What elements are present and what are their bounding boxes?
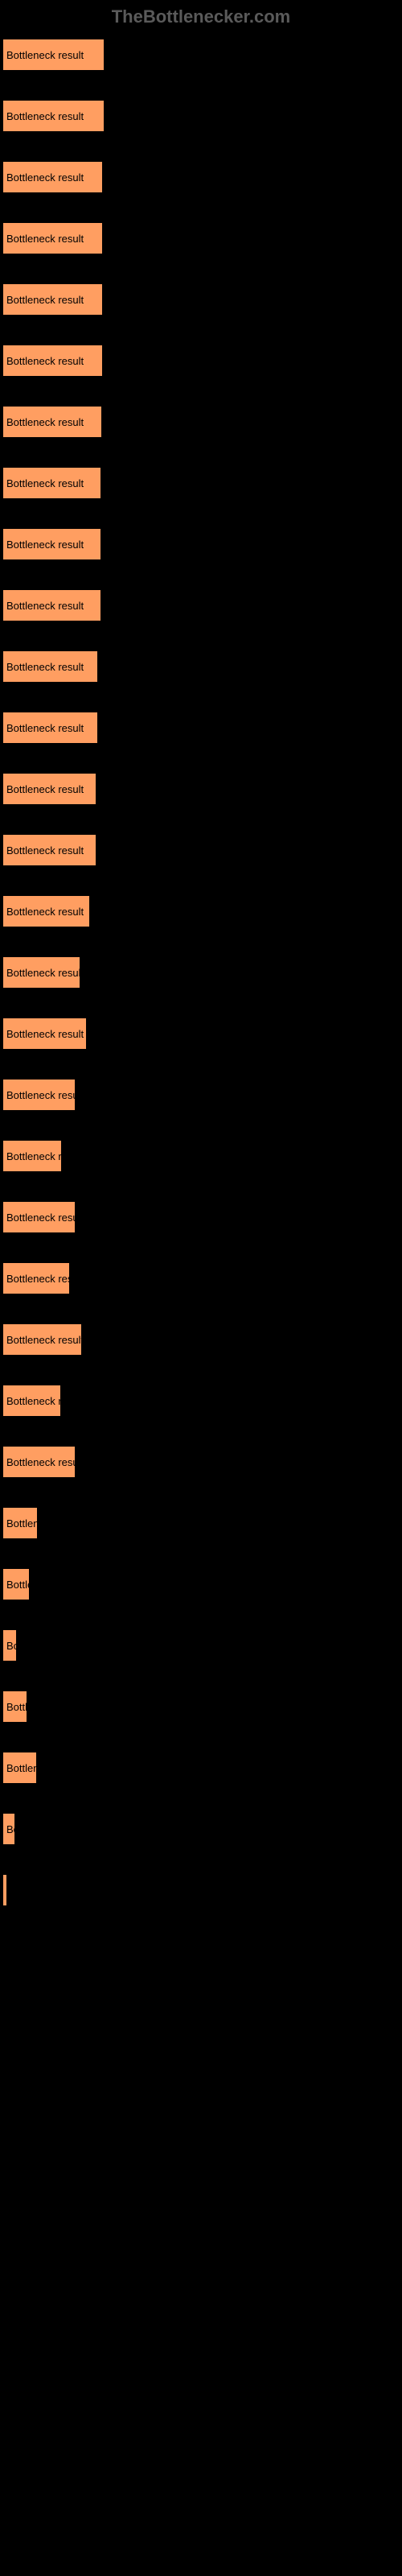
bar: Bottleneck result: [3, 223, 102, 254]
bar-row: Bottleneck result: [3, 1508, 402, 1538]
bar: Bottleneck result: [3, 1752, 36, 1783]
bar-label: Bottleneck result: [6, 294, 84, 306]
bar-row: Bottleneck result: [3, 1569, 402, 1600]
bar-row: Bottleneck result: [3, 162, 402, 192]
bar: Bottleneck result: [3, 284, 102, 315]
bar-row: Bottleneck result: [3, 1875, 402, 1905]
bar: Bottleneck result: [3, 162, 102, 192]
bar-label: Bottleneck result: [6, 967, 80, 979]
bar-label: Bottleneck result: [6, 355, 84, 367]
bar-row: Bottleneck result: [3, 712, 402, 743]
bar-row: Bottleneck result: [3, 835, 402, 865]
bar-label: Bottleneck result: [6, 233, 84, 245]
bar-label: Bottleneck result: [6, 1212, 75, 1224]
bar-label: Bottleneck result: [6, 1701, 27, 1713]
bar: Bottleneck result: [3, 1569, 29, 1600]
bar-row: Bottleneck result: [3, 1447, 402, 1477]
bar-row: Bottleneck result: [3, 468, 402, 498]
bar: Bottleneck result: [3, 1324, 81, 1355]
bar-row: Bottleneck result: [3, 284, 402, 315]
bar-label: Bottleneck result: [6, 1273, 69, 1285]
bar-row: Bottleneck result: [3, 223, 402, 254]
bar-row: Bottleneck result: [3, 896, 402, 927]
bar-label: Bottleneck result: [6, 1089, 75, 1101]
bar-label: Bottleneck result: [6, 661, 84, 673]
bar: Bottleneck result: [3, 529, 100, 559]
bar: Bottleneck result: [3, 896, 89, 927]
bar: Bottleneck result: [3, 1018, 86, 1049]
bar-row: Bottleneck result: [3, 407, 402, 437]
bar: Bottleneck result: [3, 1814, 14, 1844]
bar-label: Bottleneck result: [6, 1579, 29, 1591]
bar: Bottleneck result: [3, 1875, 6, 1905]
bar-label: Bottleneck result: [6, 1334, 81, 1346]
bar: Bottleneck result: [3, 835, 96, 865]
bar: Bottleneck result: [3, 1080, 75, 1110]
bar-row: Bottleneck result: [3, 1814, 402, 1844]
bar-row: Bottleneck result: [3, 1080, 402, 1110]
bar-label: Bottleneck result: [6, 49, 84, 61]
bar: Bottleneck result: [3, 1263, 69, 1294]
bar-label: Bottleneck result: [6, 844, 84, 857]
bar-row: Bottleneck result: [3, 1202, 402, 1232]
bar: Bottleneck result: [3, 1202, 75, 1232]
bar: Bottleneck result: [3, 1630, 16, 1661]
bar-row: Bottleneck result: [3, 101, 402, 131]
bar-label: Bottleneck result: [6, 1640, 16, 1652]
chart-header: TheBottlenecker.com: [0, 0, 402, 39]
bar-row: Bottleneck result: [3, 1630, 402, 1661]
bar-label: Bottleneck result: [6, 1028, 84, 1040]
bar-row: Bottleneck result: [3, 1752, 402, 1783]
bar-label: Bottleneck result: [6, 1150, 61, 1162]
bar: Bottleneck result: [3, 590, 100, 621]
bar: Bottleneck result: [3, 1508, 37, 1538]
bar: Bottleneck result: [3, 39, 104, 70]
bar-label: Bottleneck result: [6, 1456, 75, 1468]
bar-label: Bottleneck result: [6, 539, 84, 551]
bar-row: Bottleneck result: [3, 1691, 402, 1722]
bar-row: Bottleneck result: [3, 590, 402, 621]
bar-label: Bottleneck result: [6, 1395, 60, 1407]
bar: Bottleneck result: [3, 1447, 75, 1477]
bar: Bottleneck result: [3, 468, 100, 498]
bar-row: Bottleneck result: [3, 345, 402, 376]
bar-label: Bottleneck result: [6, 110, 84, 122]
bar-label: Bottleneck result: [6, 783, 84, 795]
bar: Bottleneck result: [3, 1691, 27, 1722]
bar-row: Bottleneck result: [3, 39, 402, 70]
bar-row: Bottleneck result: [3, 651, 402, 682]
bar-label: Bottleneck result: [6, 1823, 14, 1835]
bar: Bottleneck result: [3, 774, 96, 804]
bar-label: Bottleneck result: [6, 171, 84, 184]
bar: Bottleneck result: [3, 651, 97, 682]
bar-row: Bottleneck result: [3, 1018, 402, 1049]
bar-row: Bottleneck result: [3, 1141, 402, 1171]
bar-chart: Bottleneck result Bottleneck result Bottle…: [0, 39, 402, 1905]
site-title: TheBottlenecker.com: [112, 6, 291, 27]
bar-label: Bottleneck result: [6, 1762, 36, 1774]
bar-row: Bottleneck result: [3, 1385, 402, 1416]
bar-label: Bottleneck result: [6, 477, 84, 489]
bar: Bottleneck result: [3, 712, 97, 743]
bar: Bottleneck result: [3, 101, 104, 131]
bar: Bottleneck result: [3, 1385, 60, 1416]
bar: Bottleneck result: [3, 345, 102, 376]
bar-label: Bottleneck result: [6, 722, 84, 734]
bar: Bottleneck result: [3, 407, 101, 437]
bar-row: Bottleneck result: [3, 1263, 402, 1294]
bar-row: Bottleneck result: [3, 774, 402, 804]
bar: Bottleneck result: [3, 1141, 61, 1171]
bar: Bottleneck result: [3, 957, 80, 988]
bar-label: Bottleneck result: [6, 416, 84, 428]
bar-label: Bottleneck result: [6, 1517, 37, 1530]
bar-label: Bottleneck result: [6, 906, 84, 918]
bar-row: Bottleneck result: [3, 1324, 402, 1355]
bar-label: Bottleneck result: [6, 600, 84, 612]
bar-row: Bottleneck result: [3, 957, 402, 988]
bar-row: Bottleneck result: [3, 529, 402, 559]
